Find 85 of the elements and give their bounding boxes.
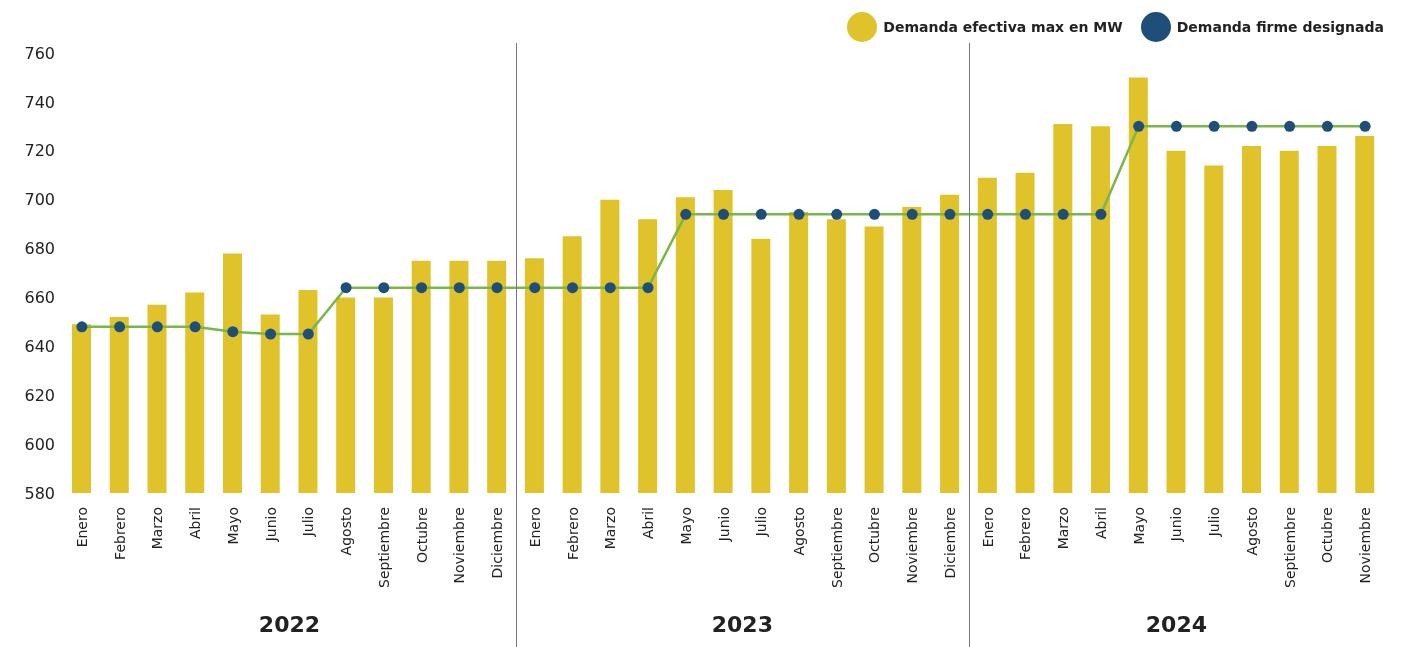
point xyxy=(529,282,541,294)
y-tick-label: 740 xyxy=(24,92,55,112)
point xyxy=(76,321,88,333)
point xyxy=(1284,120,1296,132)
y-tick-label: 660 xyxy=(24,288,55,308)
point xyxy=(604,282,616,294)
x-tick-label: Abril xyxy=(1092,507,1109,539)
x-tick-label: Diciembre xyxy=(489,507,506,579)
x-tick-label: Julio xyxy=(753,507,770,538)
point xyxy=(718,208,729,220)
x-tick-label: Octubre xyxy=(866,507,883,564)
x-tick-label: Noviembre xyxy=(451,507,468,584)
point xyxy=(302,328,314,340)
point xyxy=(114,321,126,333)
point xyxy=(340,282,352,294)
x-tick-label: Octubre xyxy=(1319,507,1336,564)
point xyxy=(416,282,428,294)
point xyxy=(1057,208,1069,220)
point xyxy=(1246,120,1258,132)
point xyxy=(982,208,994,220)
point xyxy=(227,326,239,338)
point xyxy=(1133,120,1145,132)
x-tick-label: Marzo xyxy=(149,507,166,550)
x-tick-label: Agosto xyxy=(790,507,807,556)
x-tick-label: Abril xyxy=(640,507,657,539)
x-tick-label: Agosto xyxy=(338,507,355,556)
x-tick-label: Mayo xyxy=(677,507,694,545)
point xyxy=(944,208,956,220)
point xyxy=(1208,120,1220,132)
x-tick-label: Abril xyxy=(187,507,204,539)
y-tick-label: 640 xyxy=(24,337,55,357)
point xyxy=(1095,208,1107,220)
x-tick-label: Junio xyxy=(715,507,732,543)
point xyxy=(1359,120,1371,132)
legend-label: Demanda efectiva max en MW xyxy=(883,19,1123,35)
point xyxy=(491,282,503,294)
x-tick-label: Mayo xyxy=(1130,507,1147,545)
x-tick-label: Enero xyxy=(526,507,543,548)
point xyxy=(868,208,880,220)
x-tick-label: Febrero xyxy=(111,507,128,560)
point xyxy=(906,208,918,220)
x-tick-label: Noviembre xyxy=(1357,507,1374,584)
y-tick-label: 700 xyxy=(24,190,55,210)
point xyxy=(680,208,692,220)
point xyxy=(1321,120,1333,132)
x-tick-label: Octubre xyxy=(413,507,430,564)
x-tick-label: Marzo xyxy=(602,507,619,550)
x-tick-label: Septiembre xyxy=(828,507,845,588)
legend-label: Demanda firme designada xyxy=(1176,19,1384,35)
point xyxy=(642,282,654,294)
x-tick-label: Mayo xyxy=(224,507,241,545)
point xyxy=(793,208,805,220)
point xyxy=(265,328,277,340)
point xyxy=(567,282,579,294)
point xyxy=(378,282,390,294)
x-tick-label: Junio xyxy=(1168,507,1185,543)
y-tick-label: 760 xyxy=(24,43,55,63)
y-tick-label: 680 xyxy=(24,239,55,259)
x-tick-label: Septiembre xyxy=(1281,507,1298,588)
text: 2024 xyxy=(1144,612,1208,637)
point xyxy=(189,321,201,333)
point xyxy=(453,282,465,294)
point xyxy=(831,208,843,220)
point xyxy=(1019,208,1031,220)
text: 2022 xyxy=(257,612,322,637)
x-tick-label: Febrero xyxy=(564,507,581,560)
point xyxy=(151,321,163,333)
x-tick-label: Marzo xyxy=(1055,507,1072,550)
y-tick-label: 720 xyxy=(24,141,55,161)
text: 2023 xyxy=(710,612,774,637)
x-tick-label: Enero xyxy=(73,507,90,548)
point xyxy=(755,208,767,220)
x-tick-label: Agosto xyxy=(1243,507,1260,556)
point xyxy=(1170,120,1182,132)
x-tick-label: Enero xyxy=(979,507,996,548)
y-tick-label: 620 xyxy=(24,385,55,405)
x-tick-label: Junio xyxy=(262,507,279,543)
x-tick-label: Julio xyxy=(1206,507,1223,538)
y-tick-label: 600 xyxy=(24,434,55,454)
x-tick-label: Noviembre xyxy=(904,507,921,584)
x-tick-label: Septiembre xyxy=(375,507,392,588)
x-tick-label: Febrero xyxy=(1017,507,1034,560)
x-tick-label: Julio xyxy=(300,507,317,538)
x-tick-label: Diciembre xyxy=(941,507,958,579)
y-tick-label: 580 xyxy=(24,483,55,503)
